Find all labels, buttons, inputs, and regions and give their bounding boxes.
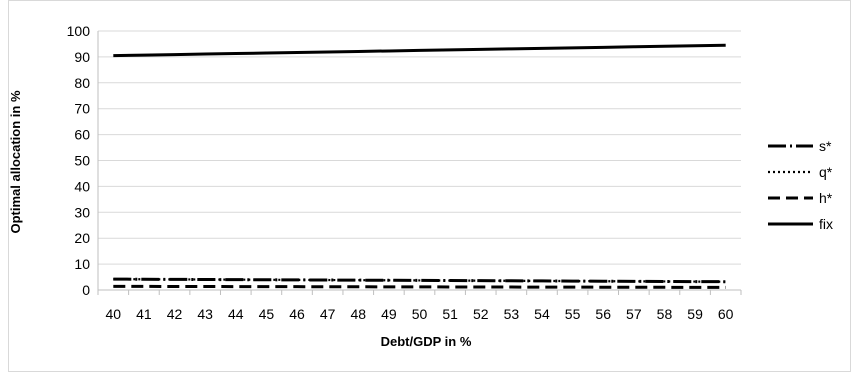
x-tick-label: 40 bbox=[106, 306, 122, 322]
legend-label: s* bbox=[819, 138, 832, 154]
legend-label: h* bbox=[819, 190, 833, 206]
x-axis-title: Debt/GDP in % bbox=[381, 334, 472, 349]
x-axis-ticks: 40 41 42 43 44 45 46 47 48 49 50 51 52 53 54 55 56 57 58 59… bbox=[97, 290, 742, 322]
x-tick-label: 51 bbox=[442, 306, 458, 322]
x-tick-label: 59 bbox=[687, 306, 703, 322]
y-tick-label: 30 bbox=[74, 204, 90, 220]
y-tick-label: 0 bbox=[82, 282, 90, 298]
x-tick-label: 55 bbox=[565, 306, 581, 322]
x-tick-label: 44 bbox=[228, 306, 244, 322]
legend-label: fix bbox=[819, 216, 833, 232]
y-tick-label: 100 bbox=[67, 23, 91, 39]
x-tick-label: 46 bbox=[289, 306, 305, 322]
legend-label: q* bbox=[819, 164, 833, 180]
y-tick-label: 60 bbox=[74, 127, 90, 143]
x-tick-label: 42 bbox=[167, 306, 183, 322]
y-tick-label: 20 bbox=[74, 230, 90, 246]
y-tick-label: 50 bbox=[74, 153, 90, 169]
y-tick-label: 10 bbox=[74, 256, 90, 272]
y-tick-label: 90 bbox=[74, 49, 90, 65]
x-tick-label: 45 bbox=[259, 306, 275, 322]
x-tick-label: 50 bbox=[412, 306, 428, 322]
x-tick-label: 41 bbox=[136, 306, 152, 322]
gridlines bbox=[97, 30, 741, 291]
x-tick-label: 48 bbox=[350, 306, 366, 322]
x-tick-label: 43 bbox=[197, 306, 213, 322]
x-tick-label: 49 bbox=[381, 306, 397, 322]
x-tick-label: 52 bbox=[473, 306, 489, 322]
x-tick-label: 47 bbox=[320, 306, 336, 322]
x-tick-label: 53 bbox=[504, 306, 520, 322]
y-axis-title: Optimal allocation in % bbox=[8, 90, 23, 233]
legend: s* q* h* fix bbox=[768, 138, 833, 232]
x-tick-label: 57 bbox=[626, 306, 642, 322]
y-tick-label: 70 bbox=[74, 101, 90, 117]
y-axis-ticks: 0 10 20 30 40 50 60 70 80 90 100 bbox=[67, 23, 91, 298]
y-tick-label: 80 bbox=[74, 75, 90, 91]
y-tick-label: 40 bbox=[74, 178, 90, 194]
x-tick-label: 58 bbox=[657, 306, 673, 322]
x-tick-label: 56 bbox=[595, 306, 611, 322]
x-tick-label: 60 bbox=[718, 306, 734, 322]
series-lines bbox=[113, 43, 726, 289]
x-tick-label: 54 bbox=[534, 306, 550, 322]
